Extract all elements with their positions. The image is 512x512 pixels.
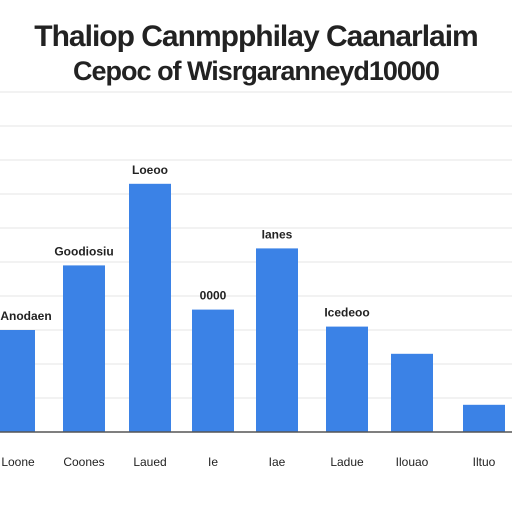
bar-2 (63, 265, 105, 432)
x-tick-label-4: Ie (208, 455, 218, 469)
bar-1 (0, 330, 35, 432)
chart-title: Thaliop Canmpphilay Caanarlaim (34, 20, 478, 53)
bar-4 (192, 309, 234, 432)
bar-3 (129, 183, 171, 432)
data-label-6: Icedeoo (324, 306, 369, 320)
bars (0, 183, 505, 432)
bar-6 (326, 326, 368, 432)
data-labels: Anodaen Goodiosiu Loeoo 0000 Ianes Icedeoo (0, 163, 369, 323)
data-label-2: Goodiosiu (54, 244, 113, 258)
x-tick-label-5: Iae (269, 455, 286, 469)
chart-subtitle: Cepoc of Wisrgaranneyd10000 (73, 56, 440, 86)
bar-8 (463, 404, 505, 432)
x-tick-label-6: Ladue (330, 455, 364, 469)
data-label-4: 0000 (200, 289, 227, 303)
x-tick-label-8: Iltuo (473, 455, 496, 469)
bar-7 (391, 353, 433, 432)
bar-5 (256, 248, 298, 432)
data-label-5: Ianes (262, 227, 293, 241)
data-label-1: Anodaen (0, 309, 51, 323)
x-tick-labels: Loone Coones Laued Ie Iae Ladue Ilouao Iltuo (1, 455, 495, 469)
x-tick-label-7: Ilouao (396, 455, 429, 469)
x-tick-label-1: Loone (1, 455, 35, 469)
x-tick-label-3: Laued (133, 455, 166, 469)
data-label-3: Loeoo (132, 163, 168, 177)
x-tick-label-2: Coones (63, 455, 104, 469)
